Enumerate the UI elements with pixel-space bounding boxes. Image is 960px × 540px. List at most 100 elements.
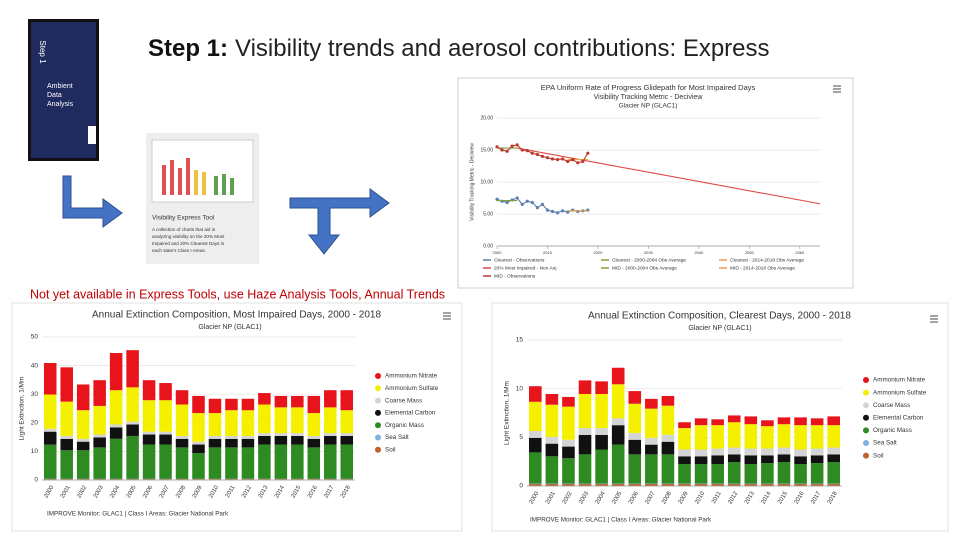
bar-segment — [645, 444, 658, 455]
bar-segment — [324, 390, 337, 408]
bar-segment — [744, 416, 758, 425]
bar-segment — [827, 484, 841, 486]
legend-label: Ammonium Sulfate — [385, 385, 439, 392]
legend-label: Ammonium Nitrate — [385, 373, 438, 380]
legend-label: Clearest - 2014-2018 Obs Average — [730, 257, 804, 263]
bar-segment — [192, 395, 205, 414]
legend-label: Sea Salt — [873, 440, 897, 447]
bar-segment — [258, 393, 271, 405]
chart-footer: IMPROVE Monitor: GLAC1 | Class I Areas: … — [47, 511, 229, 518]
bar-segment — [777, 417, 791, 425]
series-line — [517, 147, 821, 205]
legend-swatch — [863, 414, 869, 421]
bar-segment — [810, 448, 824, 456]
point — [581, 159, 585, 164]
bar-segment — [628, 391, 642, 404]
bar-segment — [595, 381, 608, 395]
bar-segment — [727, 447, 741, 455]
point — [561, 209, 565, 213]
bar-segment — [694, 418, 708, 426]
bar-segment — [324, 479, 337, 480]
bar-segment — [60, 438, 73, 451]
tool-thumbnail-bars — [162, 158, 234, 195]
bar-segment — [208, 413, 222, 436]
bar-segment — [628, 403, 642, 433]
bar-segment — [241, 398, 255, 411]
bar-segment — [274, 433, 288, 436]
bar-segment — [324, 407, 337, 434]
point — [535, 152, 539, 157]
tool-name: Visibility Express Tool — [152, 215, 215, 222]
bar-segment — [711, 448, 724, 456]
y-axis-label: Light Extinction, 1/Mm — [504, 381, 511, 445]
bar-segment — [274, 395, 288, 408]
bar-segment — [340, 410, 354, 434]
bar-segment — [291, 444, 304, 479]
bar-segment — [711, 464, 724, 484]
bar-segment — [645, 398, 658, 409]
legend-swatch — [375, 385, 381, 392]
point — [500, 148, 504, 152]
bar-segment — [307, 479, 321, 480]
bar-segment — [324, 433, 337, 436]
bar-segment — [595, 428, 608, 435]
bar-segment — [694, 425, 708, 450]
point — [525, 149, 529, 153]
bar-segment — [794, 456, 807, 465]
bar-segment — [661, 405, 675, 435]
bar-segment — [678, 456, 691, 465]
book-tab — [88, 126, 96, 144]
bar-segment — [578, 428, 592, 435]
point — [555, 158, 560, 162]
note: Not yet available in Express Tools, use … — [30, 287, 445, 301]
book-line: Data — [47, 92, 62, 99]
bar-segment — [291, 433, 304, 436]
bar-segment — [241, 438, 255, 448]
bar-segment — [645, 437, 658, 445]
bar-segment — [291, 407, 304, 434]
bar-segment — [794, 425, 807, 450]
point — [535, 206, 539, 210]
bar-segment — [678, 464, 691, 484]
bar-segment — [827, 447, 841, 455]
y-axis-label: Light Extinction, 1/Mm — [19, 377, 26, 441]
bar-segment — [241, 479, 255, 480]
bar-segment — [810, 455, 824, 464]
point — [571, 158, 575, 162]
bar-segment — [258, 435, 271, 445]
legend-label: Coarse Mass — [385, 397, 422, 404]
point — [566, 159, 570, 164]
bar-segment — [562, 439, 575, 447]
point — [540, 202, 545, 206]
bar-segment — [291, 395, 304, 408]
bar-segment — [93, 434, 106, 438]
bar-segment — [678, 428, 691, 450]
point — [550, 209, 555, 214]
bar-segment — [810, 418, 824, 426]
bar-segment — [628, 484, 642, 486]
bar-segment — [744, 448, 758, 456]
y-tick-label: 30 — [31, 391, 39, 398]
bar-segment — [60, 435, 73, 439]
tool-desc: A collection of charts that aid in — [152, 227, 216, 232]
bar-segment — [60, 401, 73, 436]
bar-segment — [109, 424, 123, 428]
bar-segment — [827, 416, 841, 426]
bar-segment — [93, 405, 106, 435]
bar-segment — [528, 484, 542, 486]
bar-segment — [208, 479, 222, 480]
point — [576, 161, 580, 165]
bar-segment — [76, 479, 90, 480]
bar-segment — [562, 406, 575, 440]
legend-label: 20% Most Impaired - Non Anj — [494, 265, 556, 271]
bar-segment — [340, 435, 354, 445]
bar-segment — [192, 479, 205, 480]
bar-segment — [340, 479, 354, 480]
bar-segment — [794, 417, 807, 426]
bar-segment — [258, 444, 271, 479]
x-tick-label: 2011 — [225, 484, 237, 499]
bar-segment — [727, 462, 741, 484]
bar-segment — [645, 484, 658, 486]
